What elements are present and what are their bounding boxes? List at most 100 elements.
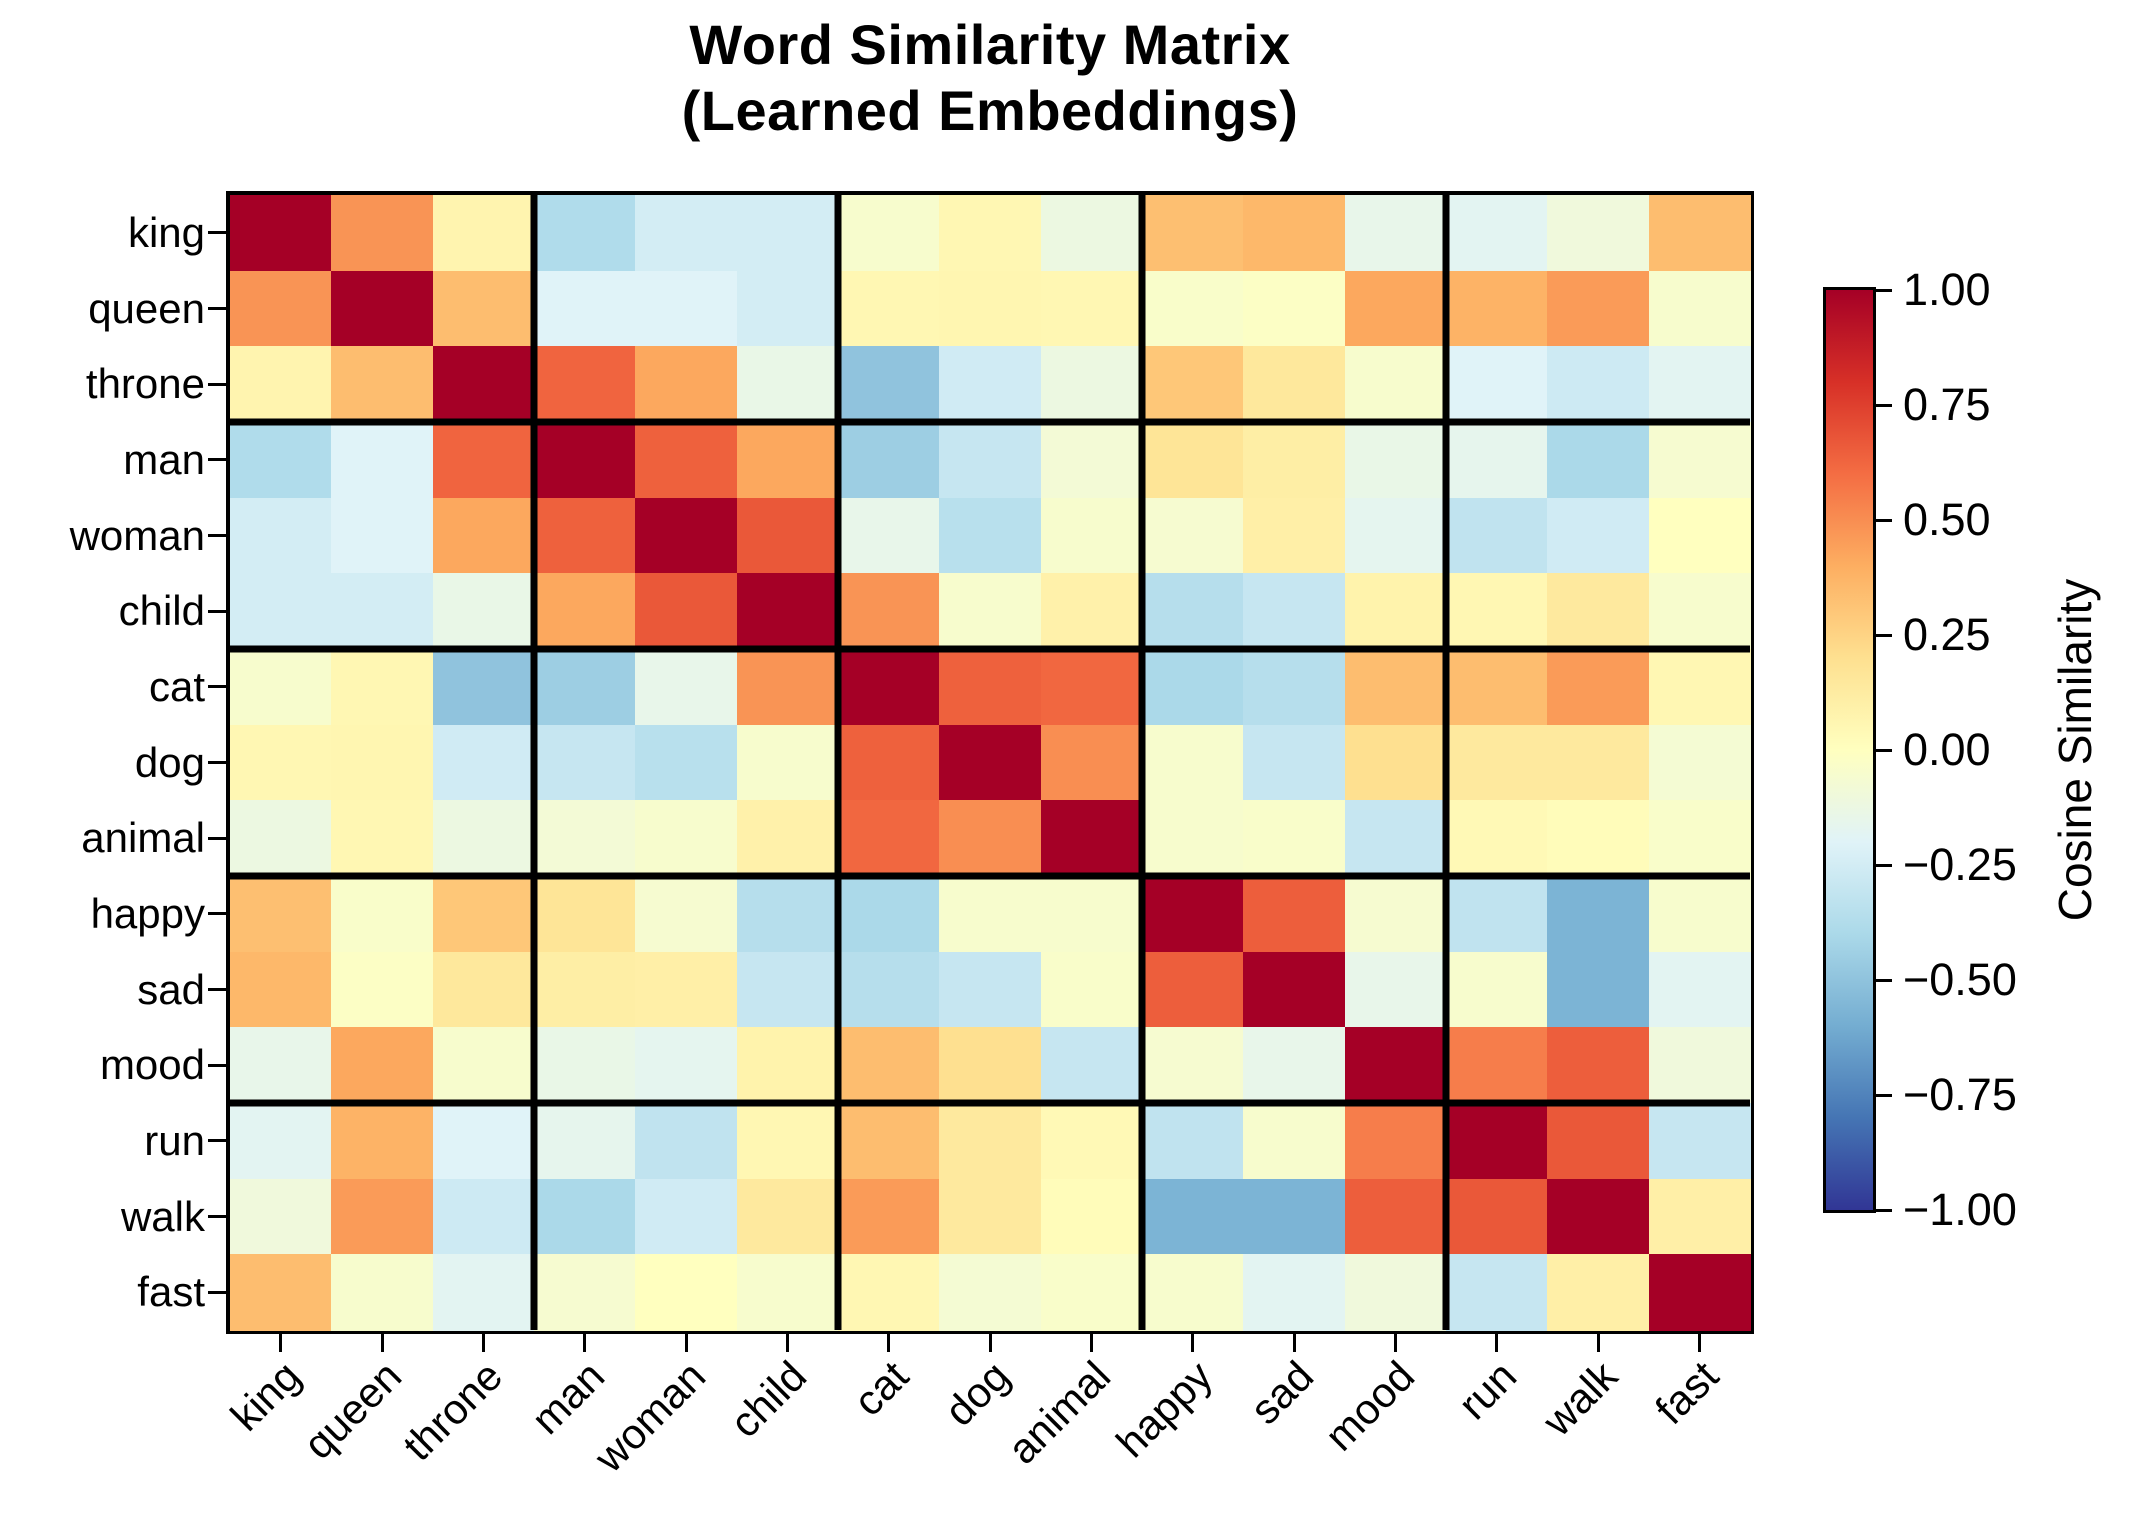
- heatmap-cell: [432, 497, 535, 574]
- heatmap-cell: [230, 270, 333, 347]
- heatmap-cell: [1648, 1027, 1751, 1104]
- heatmap-cell: [1040, 1027, 1143, 1104]
- heatmap-cell: [1547, 649, 1650, 726]
- heatmap-cell: [230, 422, 333, 499]
- heatmap-cell: [1142, 497, 1245, 574]
- heatmap-cell: [1648, 1103, 1751, 1180]
- group-separator-vertical: [1442, 195, 1450, 1330]
- heatmap-cell: [432, 270, 535, 347]
- row-label: happy: [90, 889, 205, 937]
- row-label: queen: [88, 284, 205, 332]
- heatmap-cell: [230, 1254, 333, 1331]
- x-tick: [1292, 1334, 1296, 1352]
- heatmap-cell: [939, 876, 1042, 953]
- group-separator-vertical: [834, 195, 842, 1330]
- heatmap-cell: [1243, 270, 1346, 347]
- group-separator-horizontal: [230, 1099, 1750, 1107]
- heatmap-cell: [939, 573, 1042, 650]
- heatmap-cell: [1648, 195, 1751, 272]
- heatmap-cell: [1040, 573, 1143, 650]
- heatmap-cell: [331, 497, 434, 574]
- heatmap-cell: [635, 1254, 738, 1331]
- heatmap-cell: [736, 649, 839, 726]
- x-tick: [887, 1334, 891, 1352]
- heatmap-cell: [230, 724, 333, 801]
- row-label: cat: [148, 662, 205, 710]
- heatmap-cell: [1142, 876, 1245, 953]
- heatmap-cell: [1446, 422, 1549, 499]
- heatmap-cell: [635, 195, 738, 272]
- x-tick: [481, 1334, 485, 1352]
- heatmap-cell: [1243, 422, 1346, 499]
- y-tick: [208, 685, 226, 689]
- heatmap-cell: [1040, 876, 1143, 953]
- heatmap-cell: [838, 1027, 941, 1104]
- heatmap-cell: [534, 724, 637, 801]
- heatmap-cell: [1446, 1254, 1549, 1331]
- heatmap-cell: [1446, 573, 1549, 650]
- heatmap-cell: [939, 649, 1042, 726]
- heatmap-cell: [635, 346, 738, 423]
- colorbar-tick-label: 0.25: [1903, 609, 1991, 660]
- x-tick: [1697, 1334, 1701, 1352]
- heatmap-cell: [635, 1178, 738, 1255]
- heatmap-cell: [939, 195, 1042, 272]
- heatmap-cell: [838, 573, 941, 650]
- colorbar-tick-label: 0.50: [1903, 494, 1991, 545]
- heatmap-cell: [432, 649, 535, 726]
- heatmap-cell: [736, 573, 839, 650]
- heatmap-cell: [1040, 1178, 1143, 1255]
- heatmap-cell: [331, 346, 434, 423]
- heatmap-cell: [1446, 346, 1549, 423]
- heatmap-cell: [1547, 573, 1650, 650]
- heatmap-cell: [736, 497, 839, 574]
- heatmap-cell: [1547, 1178, 1650, 1255]
- heatmap-cell: [1142, 649, 1245, 726]
- y-tick: [208, 534, 226, 537]
- group-separator-horizontal: [230, 418, 1750, 426]
- heatmap-cell: [1648, 422, 1751, 499]
- heatmap-cell: [1142, 573, 1245, 650]
- heatmap-cell: [432, 1254, 535, 1331]
- heatmap-cell: [331, 951, 434, 1028]
- colorbar-tick: [1876, 978, 1892, 982]
- heatmap-cell: [1648, 876, 1751, 953]
- heatmap-cell: [1040, 422, 1143, 499]
- heatmap-cell: [1142, 1103, 1245, 1180]
- heatmap-cell: [1243, 1103, 1346, 1180]
- heatmap-cell: [939, 1254, 1042, 1331]
- colorbar-tick: [1876, 518, 1892, 522]
- heatmap-cell: [1648, 1254, 1751, 1331]
- heatmap-cell: [1142, 1254, 1245, 1331]
- x-tick: [1596, 1334, 1600, 1352]
- colorbar-tick-label: −0.75: [1903, 1069, 2017, 1120]
- heatmap-cell: [1142, 270, 1245, 347]
- heatmap-cell: [534, 270, 637, 347]
- heatmap-cell: [939, 1178, 1042, 1255]
- heatmap-cell: [1243, 951, 1346, 1028]
- heatmap-cell: [838, 1178, 941, 1255]
- heatmap-cell: [1344, 195, 1447, 272]
- heatmap-cell: [331, 270, 434, 347]
- colorbar-tick: [1876, 633, 1892, 637]
- heatmap-cell: [534, 422, 637, 499]
- heatmap-cell: [331, 195, 434, 272]
- heatmap-cell: [1648, 497, 1751, 574]
- heatmap-cell: [1446, 1103, 1549, 1180]
- x-tick: [380, 1334, 384, 1352]
- heatmap-cell: [736, 270, 839, 347]
- heatmap-cell: [1142, 1027, 1245, 1104]
- heatmap-cell: [230, 1178, 333, 1255]
- heatmap-cell: [534, 346, 637, 423]
- heatmap-cell: [1040, 195, 1143, 272]
- heatmap-cell: [331, 800, 434, 877]
- heatmap-cell: [1547, 951, 1650, 1028]
- row-label: dog: [134, 738, 205, 786]
- heatmap-cell: [432, 195, 535, 272]
- chart-title-line1: Word Similarity Matrix: [689, 13, 1291, 76]
- heatmap-cell: [432, 1178, 535, 1255]
- heatmap-cell: [1446, 876, 1549, 953]
- heatmap-cell: [534, 800, 637, 877]
- heatmap-cell: [635, 649, 738, 726]
